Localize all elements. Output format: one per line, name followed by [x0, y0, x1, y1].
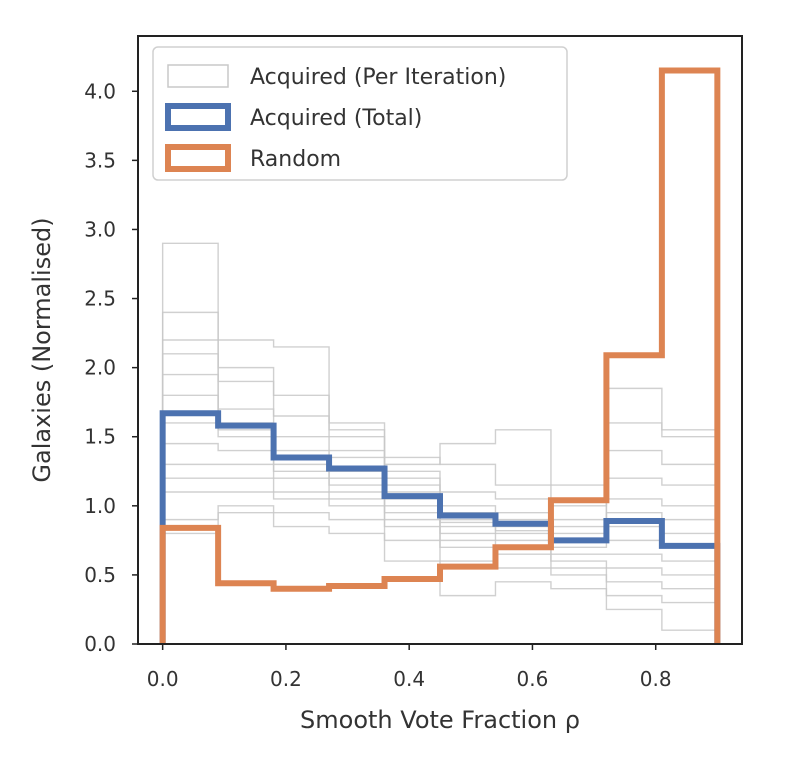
- y-tick-label: 2.5: [84, 287, 116, 311]
- y-tick-label: 3.0: [84, 217, 116, 241]
- y-tick-label: 0.5: [84, 563, 116, 587]
- x-axis-title: Smooth Vote Fraction ρ: [300, 706, 580, 734]
- legend-label: Acquired (Per Iteration): [250, 65, 506, 90]
- x-tick-label: 0.2: [270, 667, 302, 691]
- legend-swatch: [165, 144, 231, 172]
- plot-area: [159, 67, 721, 644]
- legend-label: Random: [250, 147, 341, 172]
- per-iteration-histogram: [161, 311, 719, 644]
- axes: 0.0 0.2 0.4 0.6 0.8 0.0 0.5 1.0 1.5 2.0 2.5 3.0 3.5 4…: [84, 35, 743, 691]
- acquired-total-histogram: [159, 410, 721, 644]
- legend-box: [152, 46, 568, 181]
- y-tick-label: 4.0: [84, 79, 116, 103]
- y-tick-label: 3.5: [84, 148, 116, 172]
- legend-label: Acquired (Total): [250, 106, 422, 131]
- x-tick-label: 0.8: [640, 667, 672, 691]
- x-tick-label: 0.0: [147, 667, 179, 691]
- y-tick-label: 1.0: [84, 494, 116, 518]
- x-tick-label: 0.4: [393, 667, 425, 691]
- random-histogram: [159, 67, 721, 644]
- y-tick-label: 1.5: [84, 425, 116, 449]
- per-iteration-histogram: [161, 242, 719, 644]
- x-tick-label: 0.6: [517, 667, 549, 691]
- y-tick-label: 0.0: [84, 632, 116, 656]
- y-tick-label: 2.0: [84, 356, 116, 380]
- legend-swatch: [165, 103, 231, 131]
- plot-frame: [137, 35, 743, 645]
- legend: Acquired (Per Iteration) Acquired (Total)…: [152, 46, 568, 181]
- y-axis-title: Galaxies (Normalised): [28, 217, 56, 482]
- legend-swatch: [167, 64, 229, 88]
- per-iteration-histogram: [161, 505, 719, 644]
